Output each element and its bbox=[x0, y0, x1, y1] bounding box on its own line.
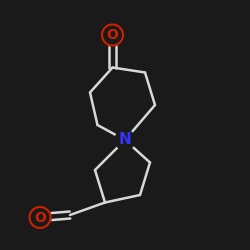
Text: O: O bbox=[106, 28, 118, 42]
Circle shape bbox=[29, 206, 51, 229]
Circle shape bbox=[102, 24, 124, 46]
Text: O: O bbox=[34, 210, 46, 224]
Circle shape bbox=[115, 130, 135, 150]
Text: N: N bbox=[119, 132, 132, 148]
